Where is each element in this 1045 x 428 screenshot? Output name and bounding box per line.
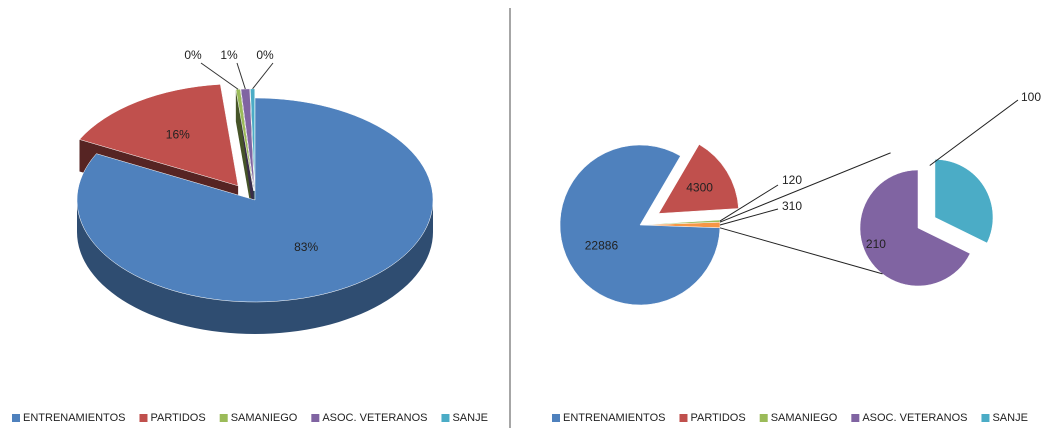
leader-line [719, 208, 779, 226]
pie-slice-side [77, 200, 433, 334]
legend-swatch [759, 414, 768, 422]
legend-label: SANJE [992, 412, 1027, 424]
pie-slice [559, 144, 721, 306]
pie-slice [79, 84, 239, 187]
legend-swatch [552, 414, 560, 422]
data-label: 0% [256, 48, 274, 62]
pie-slice [934, 159, 994, 244]
pie-slice [235, 88, 254, 191]
legend-swatch [219, 414, 228, 422]
data-label: 0% [184, 48, 202, 62]
legend-label: SAMANIEGO [771, 412, 838, 424]
data-label: 1% [220, 48, 238, 62]
legend-label: SANJE [452, 412, 487, 424]
leader-line [236, 62, 246, 90]
data-label: 210 [866, 237, 886, 251]
leader-line [200, 62, 239, 90]
pie-slice [859, 169, 971, 287]
legend-swatch [12, 414, 20, 422]
legend-swatch [981, 414, 990, 422]
pie-slice [76, 97, 434, 303]
legend-swatch [441, 414, 450, 422]
legend-label: PARTIDOS [690, 412, 745, 424]
legend-swatch [139, 414, 148, 422]
legend-label: ENTRENAMIENTOS [23, 412, 125, 424]
data-label: 83% [294, 240, 318, 254]
connector [719, 227, 883, 275]
legend-swatch [851, 414, 860, 422]
leader-line [252, 62, 274, 90]
pie-slice-side [235, 89, 254, 223]
legend-label: SAMANIEGO [231, 412, 298, 424]
data-label: 4300 [686, 180, 713, 194]
pie-slice [658, 144, 739, 214]
data-label: 310 [782, 199, 802, 213]
data-label: 22886 [585, 238, 619, 252]
data-label: 100 [1021, 90, 1041, 104]
legend-label: ENTRENAMIENTOS [563, 412, 665, 424]
data-label: 120 [782, 173, 802, 187]
legend-swatch [311, 414, 320, 422]
connector [719, 152, 891, 223]
legend-label: PARTIDOS [150, 412, 205, 424]
data-label: 16% [166, 127, 190, 141]
legend-swatch [679, 414, 688, 422]
leader-line [719, 184, 779, 222]
legend-label: ASOC. VETERANOS [322, 412, 427, 424]
legend-label: ASOC. VETERANOS [862, 412, 967, 424]
leader-line [929, 99, 1019, 166]
